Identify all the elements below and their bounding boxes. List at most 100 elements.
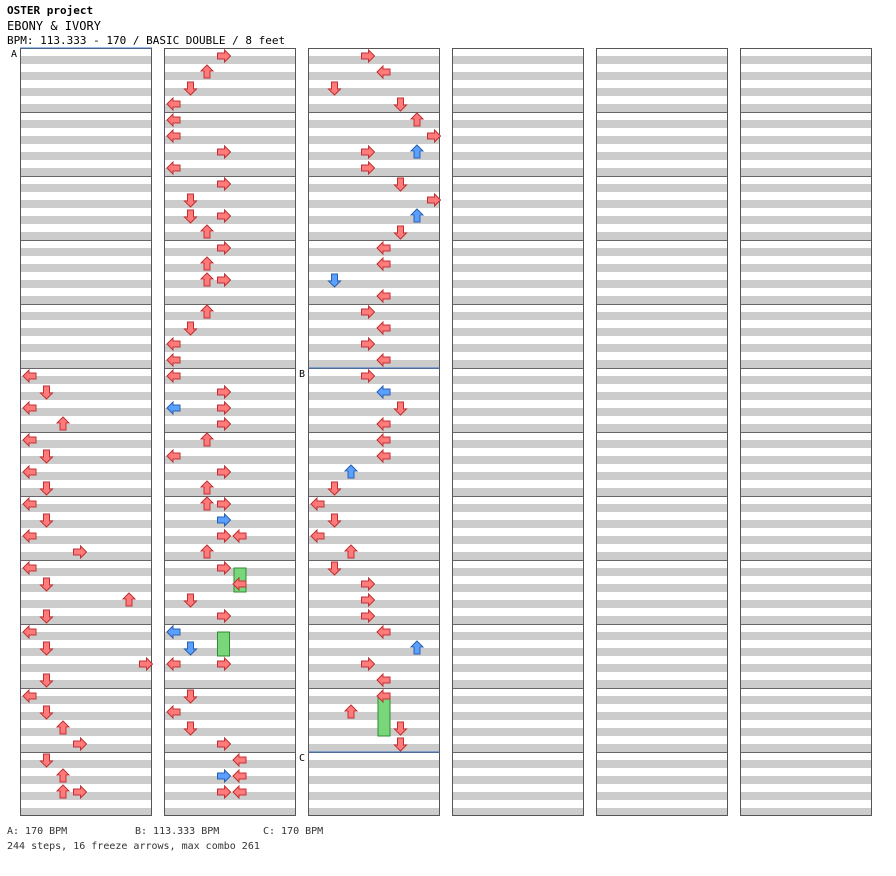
step-arrow [55, 784, 71, 799]
step-arrow [393, 401, 408, 416]
step-arrow [217, 208, 232, 224]
step-arrow [217, 176, 232, 192]
step-arrow [376, 432, 391, 448]
step-arrow [39, 705, 54, 720]
step-arrow [199, 304, 215, 319]
step-arrow [183, 81, 198, 96]
step-arrow [427, 192, 442, 208]
step-arrow [376, 320, 391, 336]
bpm-marker-label: C [299, 753, 305, 764]
step-arrow [427, 128, 442, 144]
project-title: OSTER project [7, 4, 94, 17]
song-title: EBONY & IVORY [7, 19, 101, 33]
step-arrow [199, 272, 215, 287]
step-arrow [409, 112, 425, 127]
step-arrow [39, 641, 54, 656]
step-arrow [55, 768, 71, 783]
step-arrow [343, 704, 359, 719]
step-arrow [376, 672, 391, 688]
step-arrow [393, 97, 408, 112]
step-arrow [217, 512, 232, 528]
step-arrow [73, 544, 88, 560]
step-arrow [361, 608, 376, 624]
step-arrow [166, 368, 181, 384]
step-arrow [166, 656, 181, 672]
step-arrow [55, 416, 71, 431]
step-arrow [217, 464, 232, 480]
step-stats: 244 steps, 16 freeze arrows, max combo 2… [7, 841, 260, 852]
step-arrow [232, 768, 247, 784]
step-arrow [199, 480, 215, 495]
step-arrow [22, 560, 37, 576]
step-arrow [310, 528, 325, 544]
step-arrow [327, 273, 342, 288]
step-arrow [361, 576, 376, 592]
step-arrow [376, 240, 391, 256]
step-arrow [327, 561, 342, 576]
step-arrow [409, 208, 425, 223]
step-arrow [183, 689, 198, 704]
step-arrow [22, 368, 37, 384]
step-arrow [22, 432, 37, 448]
step-arrow [393, 225, 408, 240]
step-arrow [217, 736, 232, 752]
step-arrow [73, 736, 88, 752]
step-arrow [217, 496, 232, 512]
step-arrow [217, 240, 232, 256]
chart-column [308, 48, 440, 816]
step-arrow [183, 641, 198, 656]
step-arrow [343, 544, 359, 559]
bpm-legend-b: B: 113.333 BPM [135, 826, 220, 837]
step-arrow [55, 720, 71, 735]
step-arrow [361, 592, 376, 608]
freeze-arrow [217, 631, 230, 657]
step-arrow [166, 704, 181, 720]
step-arrow [232, 784, 247, 800]
step-arrow [22, 624, 37, 640]
step-arrow [166, 336, 181, 352]
step-arrow [199, 224, 215, 239]
step-arrow [376, 448, 391, 464]
chart-column [20, 48, 152, 816]
step-arrow [217, 384, 232, 400]
step-arrow [39, 673, 54, 688]
step-arrow [166, 160, 181, 176]
step-arrow [199, 64, 215, 79]
step-arrow [361, 368, 376, 384]
chart-column [596, 48, 728, 816]
step-arrow [39, 449, 54, 464]
step-arrow [22, 528, 37, 544]
step-arrow [327, 481, 342, 496]
step-arrow [217, 144, 232, 160]
step-arrow [376, 352, 391, 368]
step-arrow [183, 321, 198, 336]
step-arrow [361, 336, 376, 352]
step-arrow [217, 768, 232, 784]
step-arrow [183, 593, 198, 608]
bpm-legend-c: C: 170 BPM [263, 826, 324, 837]
step-arrow [217, 528, 232, 544]
step-arrow [343, 464, 359, 479]
step-arrow [361, 144, 376, 160]
chart-column [164, 48, 296, 816]
step-arrow [376, 256, 391, 272]
step-arrow [232, 752, 247, 768]
step-arrow [73, 784, 88, 800]
chart-column [740, 48, 872, 816]
step-arrow [376, 288, 391, 304]
step-arrow [166, 624, 181, 640]
step-arrow [376, 624, 391, 640]
step-arrow [199, 256, 215, 271]
step-arrow [310, 496, 325, 512]
step-arrow [232, 576, 247, 592]
step-arrow [361, 656, 376, 672]
step-arrow [22, 400, 37, 416]
step-arrow [166, 352, 181, 368]
step-arrow [39, 385, 54, 400]
step-arrow [217, 608, 232, 624]
step-arrow [22, 464, 37, 480]
step-arrow [166, 448, 181, 464]
chart-info: BPM: 113.333 - 170 / BASIC DOUBLE / 8 fe… [7, 34, 286, 47]
step-arrow [217, 560, 232, 576]
